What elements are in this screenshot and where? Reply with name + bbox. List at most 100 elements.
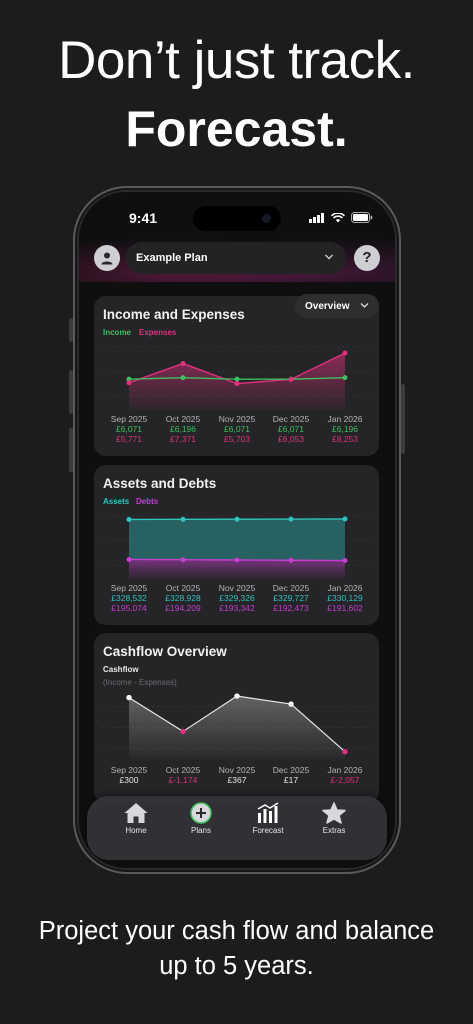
- dynamic-island: [193, 206, 281, 231]
- legend-income: Income: [103, 328, 132, 337]
- tab-label: Plans: [190, 826, 211, 835]
- month-label: Oct 2025: [165, 583, 201, 593]
- income-value: £6,071: [278, 424, 304, 434]
- battery-icon: [351, 212, 373, 223]
- help-button[interactable]: ?: [354, 245, 380, 271]
- power-button: [401, 384, 405, 454]
- signal-icon: [309, 212, 324, 223]
- month-label: Sep 2025: [110, 414, 148, 424]
- wifi-icon: [331, 212, 345, 222]
- status-bar: 9:41: [79, 204, 395, 231]
- overview-dropdown[interactable]: Overview: [295, 294, 379, 318]
- legend-assets: Assets: [103, 497, 130, 506]
- debt-point: [234, 557, 240, 563]
- month-label: Jan 2026: [327, 414, 363, 424]
- tab-label: Forecast: [252, 826, 284, 835]
- cashflow-area: [129, 696, 345, 759]
- cashflow-point: [342, 749, 348, 755]
- income-value: £6,196: [170, 424, 196, 434]
- cashflow-series-note: (Income - Expenses): [103, 678, 177, 687]
- expense-value: £6,053: [278, 434, 304, 444]
- income-value: £6,071: [116, 424, 142, 434]
- month-label: Nov 2025: [218, 583, 256, 593]
- star-icon: [322, 802, 346, 824]
- month-label: Nov 2025: [218, 414, 256, 424]
- debt-value: £194,209: [165, 603, 201, 613]
- month-label: Oct 2025: [165, 765, 201, 775]
- assets-debts-card: Assets and Debts Assets Debts Sep 2025 £3…: [94, 465, 379, 625]
- cashflow-value: £-2,057: [330, 775, 360, 785]
- marketing-footer: Project your cash flow and balance up to…: [0, 914, 473, 984]
- chevron-down-icon: [360, 303, 369, 308]
- profile-button[interactable]: [94, 245, 120, 271]
- expense-value: £7,371: [170, 434, 196, 444]
- tab-forecast[interactable]: Forecast: [238, 802, 298, 835]
- debt-point: [180, 557, 186, 563]
- cashflow-series-label: Cashflow: [103, 665, 139, 674]
- asset-point: [234, 516, 240, 522]
- expense-point: [180, 361, 186, 367]
- cashflow-value: £17: [283, 775, 299, 785]
- tab-plans[interactable]: Plans: [171, 802, 231, 835]
- volume-up-button: [69, 370, 73, 414]
- card-title: Assets and Debts: [103, 476, 217, 491]
- month-label: Jan 2026: [327, 765, 363, 775]
- debt-value: £195,074: [111, 603, 147, 613]
- cashflow-point: [180, 728, 186, 735]
- asset-value: £328,928: [165, 593, 201, 603]
- debt-point: [288, 557, 294, 563]
- income-value: £6,071: [224, 424, 250, 434]
- person-icon: [101, 252, 113, 265]
- month-label: Oct 2025: [165, 414, 201, 424]
- income-point: [180, 375, 186, 381]
- footer-line-2: up to 5 years.: [159, 952, 314, 980]
- cashflow-point: [234, 693, 240, 699]
- debt-value: £193,342: [219, 603, 255, 613]
- app-screen: 9:41 Example Plan ? Income and Expenses …: [79, 192, 395, 868]
- month-label: Nov 2025: [218, 765, 256, 775]
- card-title: Cashflow Overview: [103, 644, 227, 659]
- income-point: [342, 375, 348, 381]
- expense-value: £5,703: [224, 434, 250, 444]
- month-label: Dec 2025: [272, 765, 310, 775]
- expenses-area: [129, 352, 345, 410]
- headline-emphasis: Forecast.: [125, 101, 348, 157]
- expense-point: [288, 376, 294, 382]
- debts-area: [129, 559, 345, 579]
- plan-name: Example Plan: [136, 252, 208, 264]
- asset-value: £329,727: [273, 593, 309, 603]
- legend-debts: Debts: [136, 497, 159, 506]
- income-point: [234, 376, 240, 382]
- income-value: £6,196: [332, 424, 358, 434]
- debt-value: £191,602: [327, 603, 363, 613]
- expense-value: £5,771: [116, 434, 142, 444]
- plus-circle-icon: [190, 802, 212, 824]
- tab-home[interactable]: Home: [106, 802, 166, 835]
- tab-bar: Home Plans Forecast Extras: [87, 796, 387, 860]
- cashflow-point: [288, 701, 294, 707]
- month-label: Dec 2025: [272, 583, 310, 593]
- tab-label: Extras: [322, 826, 346, 835]
- asset-value: £328,532: [111, 593, 147, 603]
- cashflow-value: £-1,174: [168, 775, 198, 785]
- cashflow-chart: [102, 693, 371, 759]
- expense-point: [234, 381, 240, 387]
- tab-extras[interactable]: Extras: [304, 802, 364, 835]
- bar-chart-icon: [257, 802, 279, 823]
- asset-point: [288, 516, 294, 522]
- debt-point: [342, 558, 348, 564]
- plan-selector[interactable]: Example Plan: [126, 242, 346, 274]
- tab-label: Home: [125, 826, 147, 835]
- assets-debts-chart: [102, 515, 371, 579]
- assets-area: [129, 518, 345, 561]
- card-title: Income and Expenses: [103, 307, 245, 322]
- income-point: [126, 376, 132, 382]
- debt-point: [126, 556, 132, 562]
- silent-switch: [69, 318, 73, 342]
- asset-point: [180, 516, 186, 522]
- month-label: Dec 2025: [272, 414, 310, 424]
- chevron-down-icon: [325, 254, 333, 260]
- expense-point: [342, 350, 348, 356]
- asset-value: £330,129: [327, 593, 363, 603]
- cashflow-card: Cashflow Overview Cashflow (Income - Exp…: [94, 633, 379, 803]
